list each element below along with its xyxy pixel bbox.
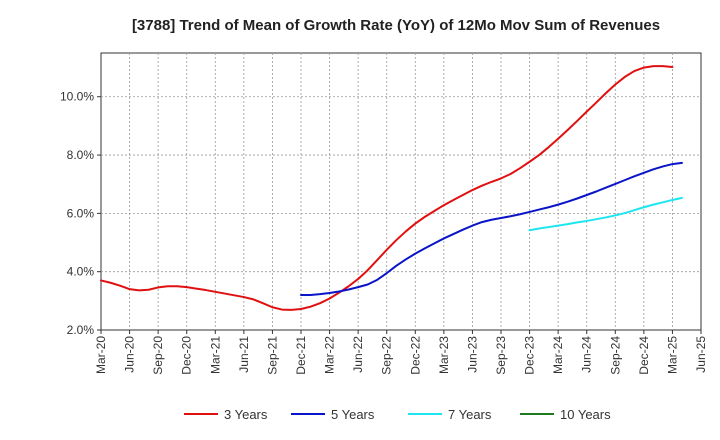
x-tick-label: Sep-21	[265, 336, 279, 375]
x-tick-label: Mar-20	[94, 336, 108, 374]
series-line-3-years	[100, 65, 674, 311]
y-tick-label: 4.0%	[67, 265, 95, 279]
x-tick-label: Dec-21	[294, 336, 308, 375]
x-tick-label: Dec-24	[637, 336, 651, 375]
series-line-7-years	[528, 196, 683, 232]
y-tick-label: 6.0%	[67, 206, 95, 220]
x-tick-label: Mar-21	[208, 336, 222, 374]
x-tick-label: Sep-23	[494, 336, 508, 375]
x-tick-label: Jun-24	[580, 336, 594, 373]
x-tick-label: Mar-22	[323, 336, 337, 374]
x-tick-label: Sep-20	[151, 336, 165, 375]
y-axis-ticks: 2.0% 4.0% 6.0% 8.0% 10.0%	[60, 90, 101, 337]
y-tick-label: 2.0%	[67, 323, 95, 337]
grid-lines	[101, 53, 701, 330]
x-tick-label: Jun-21	[237, 336, 251, 373]
legend-label-7-years: 7 Years	[448, 407, 492, 422]
x-tick-label: Dec-20	[180, 336, 194, 375]
x-axis-ticks: Mar-20 Jun-20 Sep-20 Dec-20 Mar-21 Jun-21 Sep-…	[94, 330, 708, 375]
x-tick-label: Dec-23	[523, 336, 537, 375]
legend-label-3-years: 3 Years	[224, 407, 268, 422]
x-tick-label: Jun-22	[351, 336, 365, 373]
x-tick-label: Jun-23	[465, 336, 479, 373]
x-tick-label: Jun-25	[694, 336, 708, 373]
legend: 3 Years 5 Years 7 Years 10 Years	[184, 407, 611, 422]
series-line-5-years	[300, 161, 683, 297]
x-tick-label: Mar-25	[665, 336, 679, 374]
y-tick-label: 10.0%	[60, 90, 94, 104]
x-tick-label: Sep-22	[380, 336, 394, 375]
x-tick-label: Jun-20	[123, 336, 137, 373]
x-tick-label: Dec-22	[408, 336, 422, 375]
x-tick-label: Mar-24	[551, 336, 565, 374]
series-lines	[100, 65, 683, 311]
legend-label-10-years: 10 Years	[560, 407, 611, 422]
legend-label-5-years: 5 Years	[331, 407, 375, 422]
x-tick-label: Mar-23	[437, 336, 451, 374]
x-tick-label: Sep-24	[608, 336, 622, 375]
y-tick-label: 8.0%	[67, 148, 95, 162]
chart-title: [3788] Trend of Mean of Growth Rate (YoY…	[132, 17, 660, 34]
